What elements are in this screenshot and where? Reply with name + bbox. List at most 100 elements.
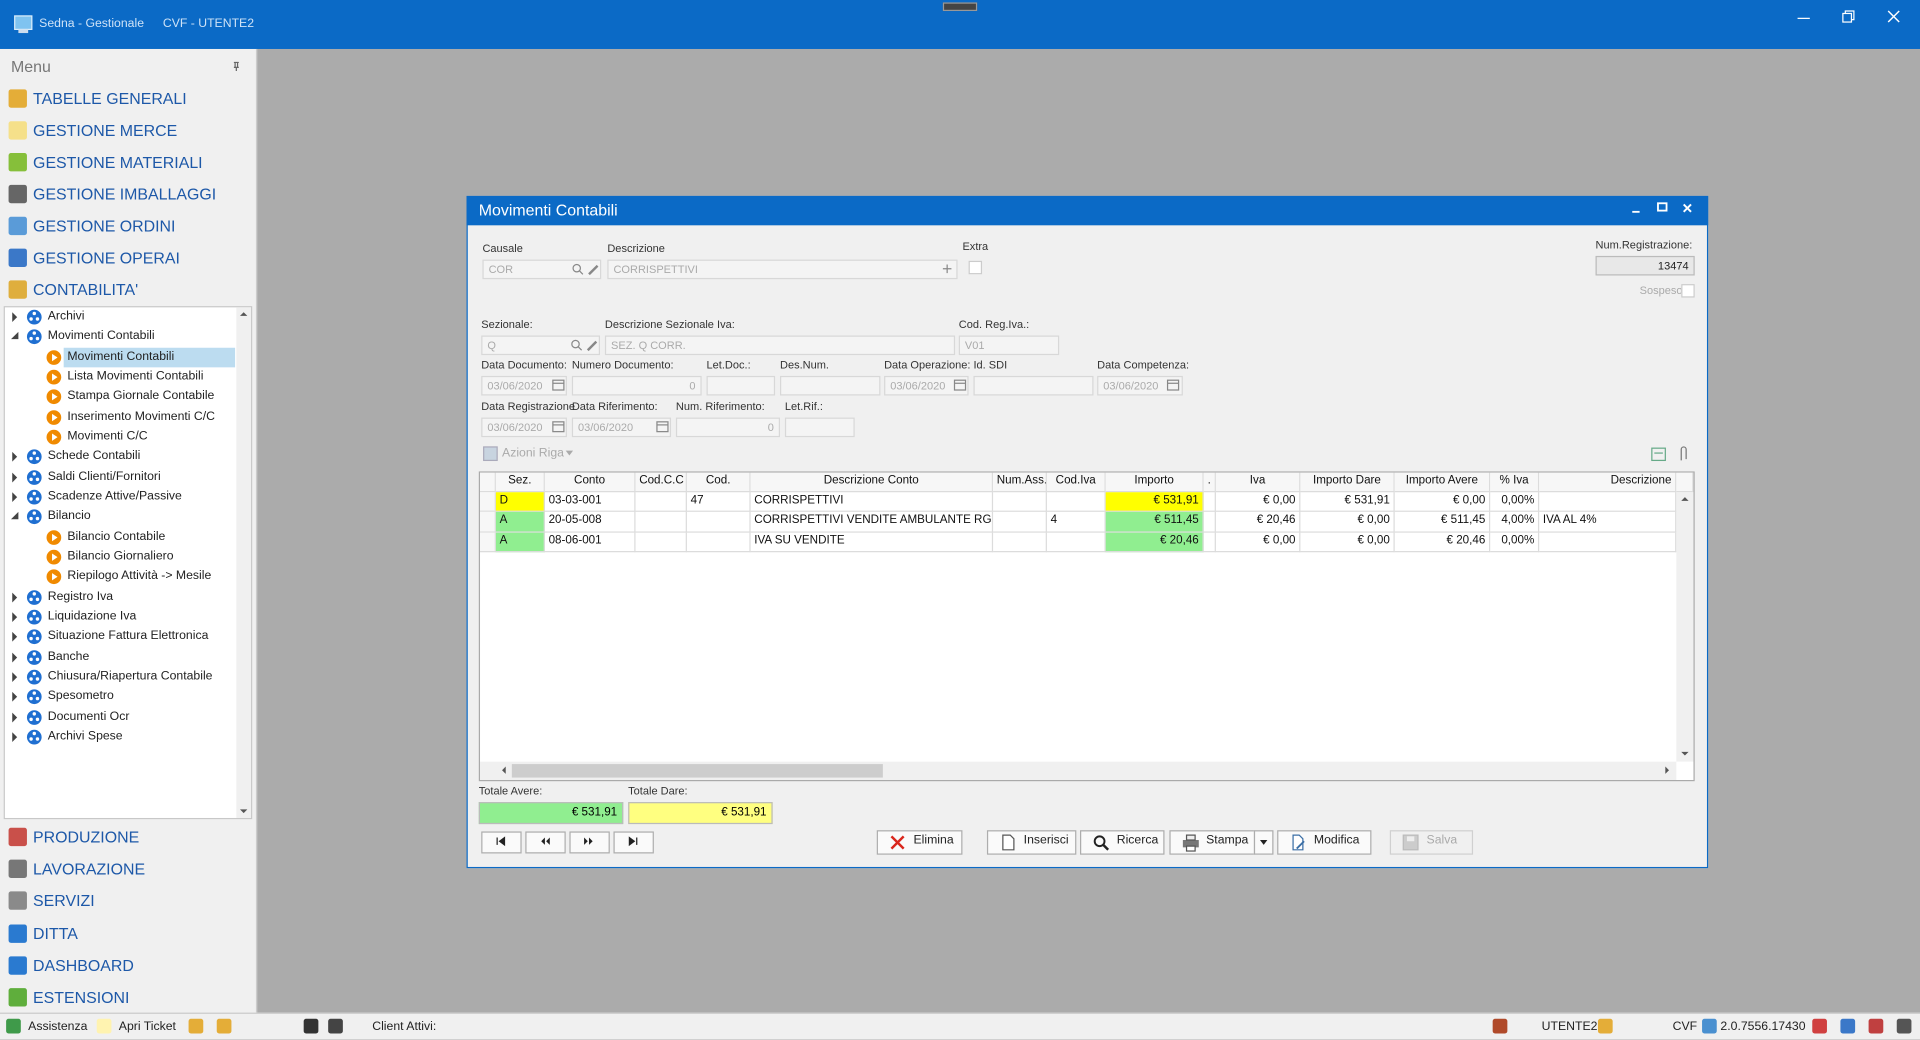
- search-icon[interactable]: [572, 263, 592, 283]
- button-label[interactable]: Stampa: [1206, 833, 1249, 848]
- field-input[interactable]: [706, 375, 776, 396]
- grid-cell[interactable]: 0,00%: [1490, 532, 1540, 553]
- menu-item[interactable]: PRODUZIONE: [33, 827, 140, 847]
- button-label[interactable]: Inserisci: [1023, 833, 1069, 848]
- window-minimize[interactable]: [1630, 203, 1650, 223]
- tree-item[interactable]: Bilancio: [47, 509, 91, 524]
- grid-cell[interactable]: [1203, 532, 1216, 553]
- action-button[interactable]: [1080, 830, 1165, 855]
- grid-hscroll-thumb[interactable]: [511, 764, 883, 778]
- grid-cell[interactable]: € 0,00: [1394, 492, 1491, 513]
- grid-cell[interactable]: € 20,46: [1215, 512, 1301, 533]
- tree-expander[interactable]: [10, 451, 30, 471]
- grid-header-cell[interactable]: Descrizione: [1539, 472, 1677, 493]
- tree-expander[interactable]: [10, 471, 30, 491]
- grid-header-cell[interactable]: Descrizione Conto: [750, 472, 994, 493]
- field-input[interactable]: 03/06/2020: [1097, 375, 1183, 396]
- nav-button[interactable]: [525, 831, 566, 854]
- grid-cell[interactable]: [1539, 492, 1677, 513]
- tree-item[interactable]: Schede Contabili: [47, 449, 141, 464]
- status-icon[interactable]: [1702, 1018, 1722, 1039]
- close-button[interactable]: [1886, 10, 1906, 30]
- field-input[interactable]: 03/06/2020: [481, 375, 567, 396]
- grid-cell[interactable]: 20-05-008: [544, 512, 636, 533]
- grid-cell[interactable]: [1046, 492, 1106, 513]
- row-actions[interactable]: Azioni Riga: [502, 446, 564, 461]
- grid-header-cell[interactable]: Num.Ass.: [993, 472, 1047, 493]
- grid-cell[interactable]: [635, 492, 687, 513]
- tree-item[interactable]: Bilancio Contabile: [67, 529, 166, 544]
- grid-cell[interactable]: € 511,45: [1394, 512, 1491, 533]
- tree-expander[interactable]: [10, 651, 30, 671]
- menu-item[interactable]: ESTENSIONI: [33, 988, 130, 1007]
- tree-expander[interactable]: [10, 311, 30, 331]
- tree-item[interactable]: Liquidazione Iva: [47, 609, 137, 624]
- tree-expander[interactable]: [10, 511, 30, 531]
- export-icon[interactable]: [1651, 447, 1672, 467]
- grid-cell[interactable]: A: [495, 532, 545, 553]
- button-label[interactable]: Elimina: [913, 833, 954, 848]
- field-input[interactable]: 03/06/2020: [571, 417, 672, 438]
- grid-cell[interactable]: 4,00%: [1490, 512, 1540, 533]
- field-input[interactable]: 13474: [1595, 255, 1695, 276]
- tree-item[interactable]: Saldi Clienti/Fornitori: [47, 469, 161, 484]
- status-icon[interactable]: [1597, 1018, 1618, 1039]
- grid-cell[interactable]: [686, 532, 751, 553]
- calendar-icon[interactable]: [552, 420, 572, 440]
- menu-item[interactable]: GESTIONE ORDINI: [33, 216, 176, 236]
- grid-cell[interactable]: 4: [1046, 512, 1106, 533]
- grid-cell[interactable]: A: [495, 512, 545, 533]
- tree-item[interactable]: Chiusura/Riapertura Contabile: [47, 669, 213, 684]
- status-icon[interactable]: [328, 1018, 348, 1039]
- tree-item[interactable]: Banche: [47, 649, 90, 664]
- grid-cell[interactable]: € 531,91: [1300, 492, 1395, 513]
- grid-cell[interactable]: € 20,46: [1394, 532, 1491, 553]
- status-icon[interactable]: [1840, 1018, 1860, 1039]
- tree-expander[interactable]: [10, 731, 30, 751]
- grid-header-cell[interactable]: Cod.Iva: [1046, 472, 1106, 493]
- grid-header-cell[interactable]: Cod.C.C: [635, 472, 687, 493]
- menu-item[interactable]: GESTIONE MERCE: [33, 121, 178, 140]
- checkbox[interactable]: [968, 260, 983, 275]
- tree-expander[interactable]: [10, 491, 30, 511]
- status-text[interactable]: Apri Ticket: [118, 1020, 176, 1034]
- field-input[interactable]: 0: [571, 375, 702, 396]
- status-icon[interactable]: [1492, 1018, 1513, 1039]
- tree-expander[interactable]: [10, 671, 30, 691]
- menu-item[interactable]: LAVORAZIONE: [33, 859, 146, 879]
- field-input[interactable]: V01: [958, 335, 1060, 356]
- grid-header-cell[interactable]: Sez.: [495, 472, 545, 493]
- scroll-down[interactable]: [239, 807, 259, 827]
- grid-cell[interactable]: [1203, 512, 1216, 533]
- menu-item[interactable]: DASHBOARD: [33, 956, 134, 975]
- grid-cell[interactable]: IVA SU VENDITE: [750, 532, 994, 553]
- grid-cell[interactable]: [1046, 532, 1106, 553]
- calendar-icon[interactable]: [1166, 378, 1187, 398]
- dropdown-arrow[interactable]: [565, 450, 586, 471]
- status-icon[interactable]: [6, 1018, 26, 1039]
- nav-button[interactable]: [613, 831, 654, 854]
- status-icon[interactable]: [96, 1018, 117, 1039]
- menu-item[interactable]: GESTIONE IMBALLAGGI: [33, 184, 217, 204]
- grid-row-indicator[interactable]: [480, 492, 496, 513]
- grid-cell[interactable]: € 0,00: [1215, 492, 1301, 513]
- tree-item[interactable]: Lista Movimenti Contabili: [67, 369, 204, 384]
- grid-cell[interactable]: 0,00%: [1490, 492, 1540, 513]
- calendar-icon[interactable]: [552, 378, 572, 398]
- grid-cell[interactable]: € 0,00: [1300, 532, 1395, 553]
- grid-cell[interactable]: [993, 532, 1047, 553]
- tree-item[interactable]: Scadenze Attive/Passive: [47, 489, 182, 504]
- grid-header-cell[interactable]: .: [1203, 472, 1216, 493]
- tree-expander[interactable]: [10, 631, 30, 651]
- grid-cell[interactable]: € 531,91: [1105, 492, 1204, 513]
- menu-item[interactable]: GESTIONE MATERIALI: [33, 153, 203, 172]
- status-icon[interactable]: [1868, 1018, 1889, 1039]
- tree-item[interactable]: Movimenti Contabili: [67, 349, 175, 364]
- grid-cell[interactable]: [686, 512, 751, 533]
- edit-icon[interactable]: [586, 339, 607, 359]
- grid-row-indicator[interactable]: [480, 512, 496, 533]
- grid-header-cell[interactable]: Importo Avere: [1394, 472, 1491, 493]
- tree-expander[interactable]: [10, 691, 30, 711]
- grid-cell[interactable]: 47: [686, 492, 751, 513]
- calendar-icon[interactable]: [656, 420, 676, 440]
